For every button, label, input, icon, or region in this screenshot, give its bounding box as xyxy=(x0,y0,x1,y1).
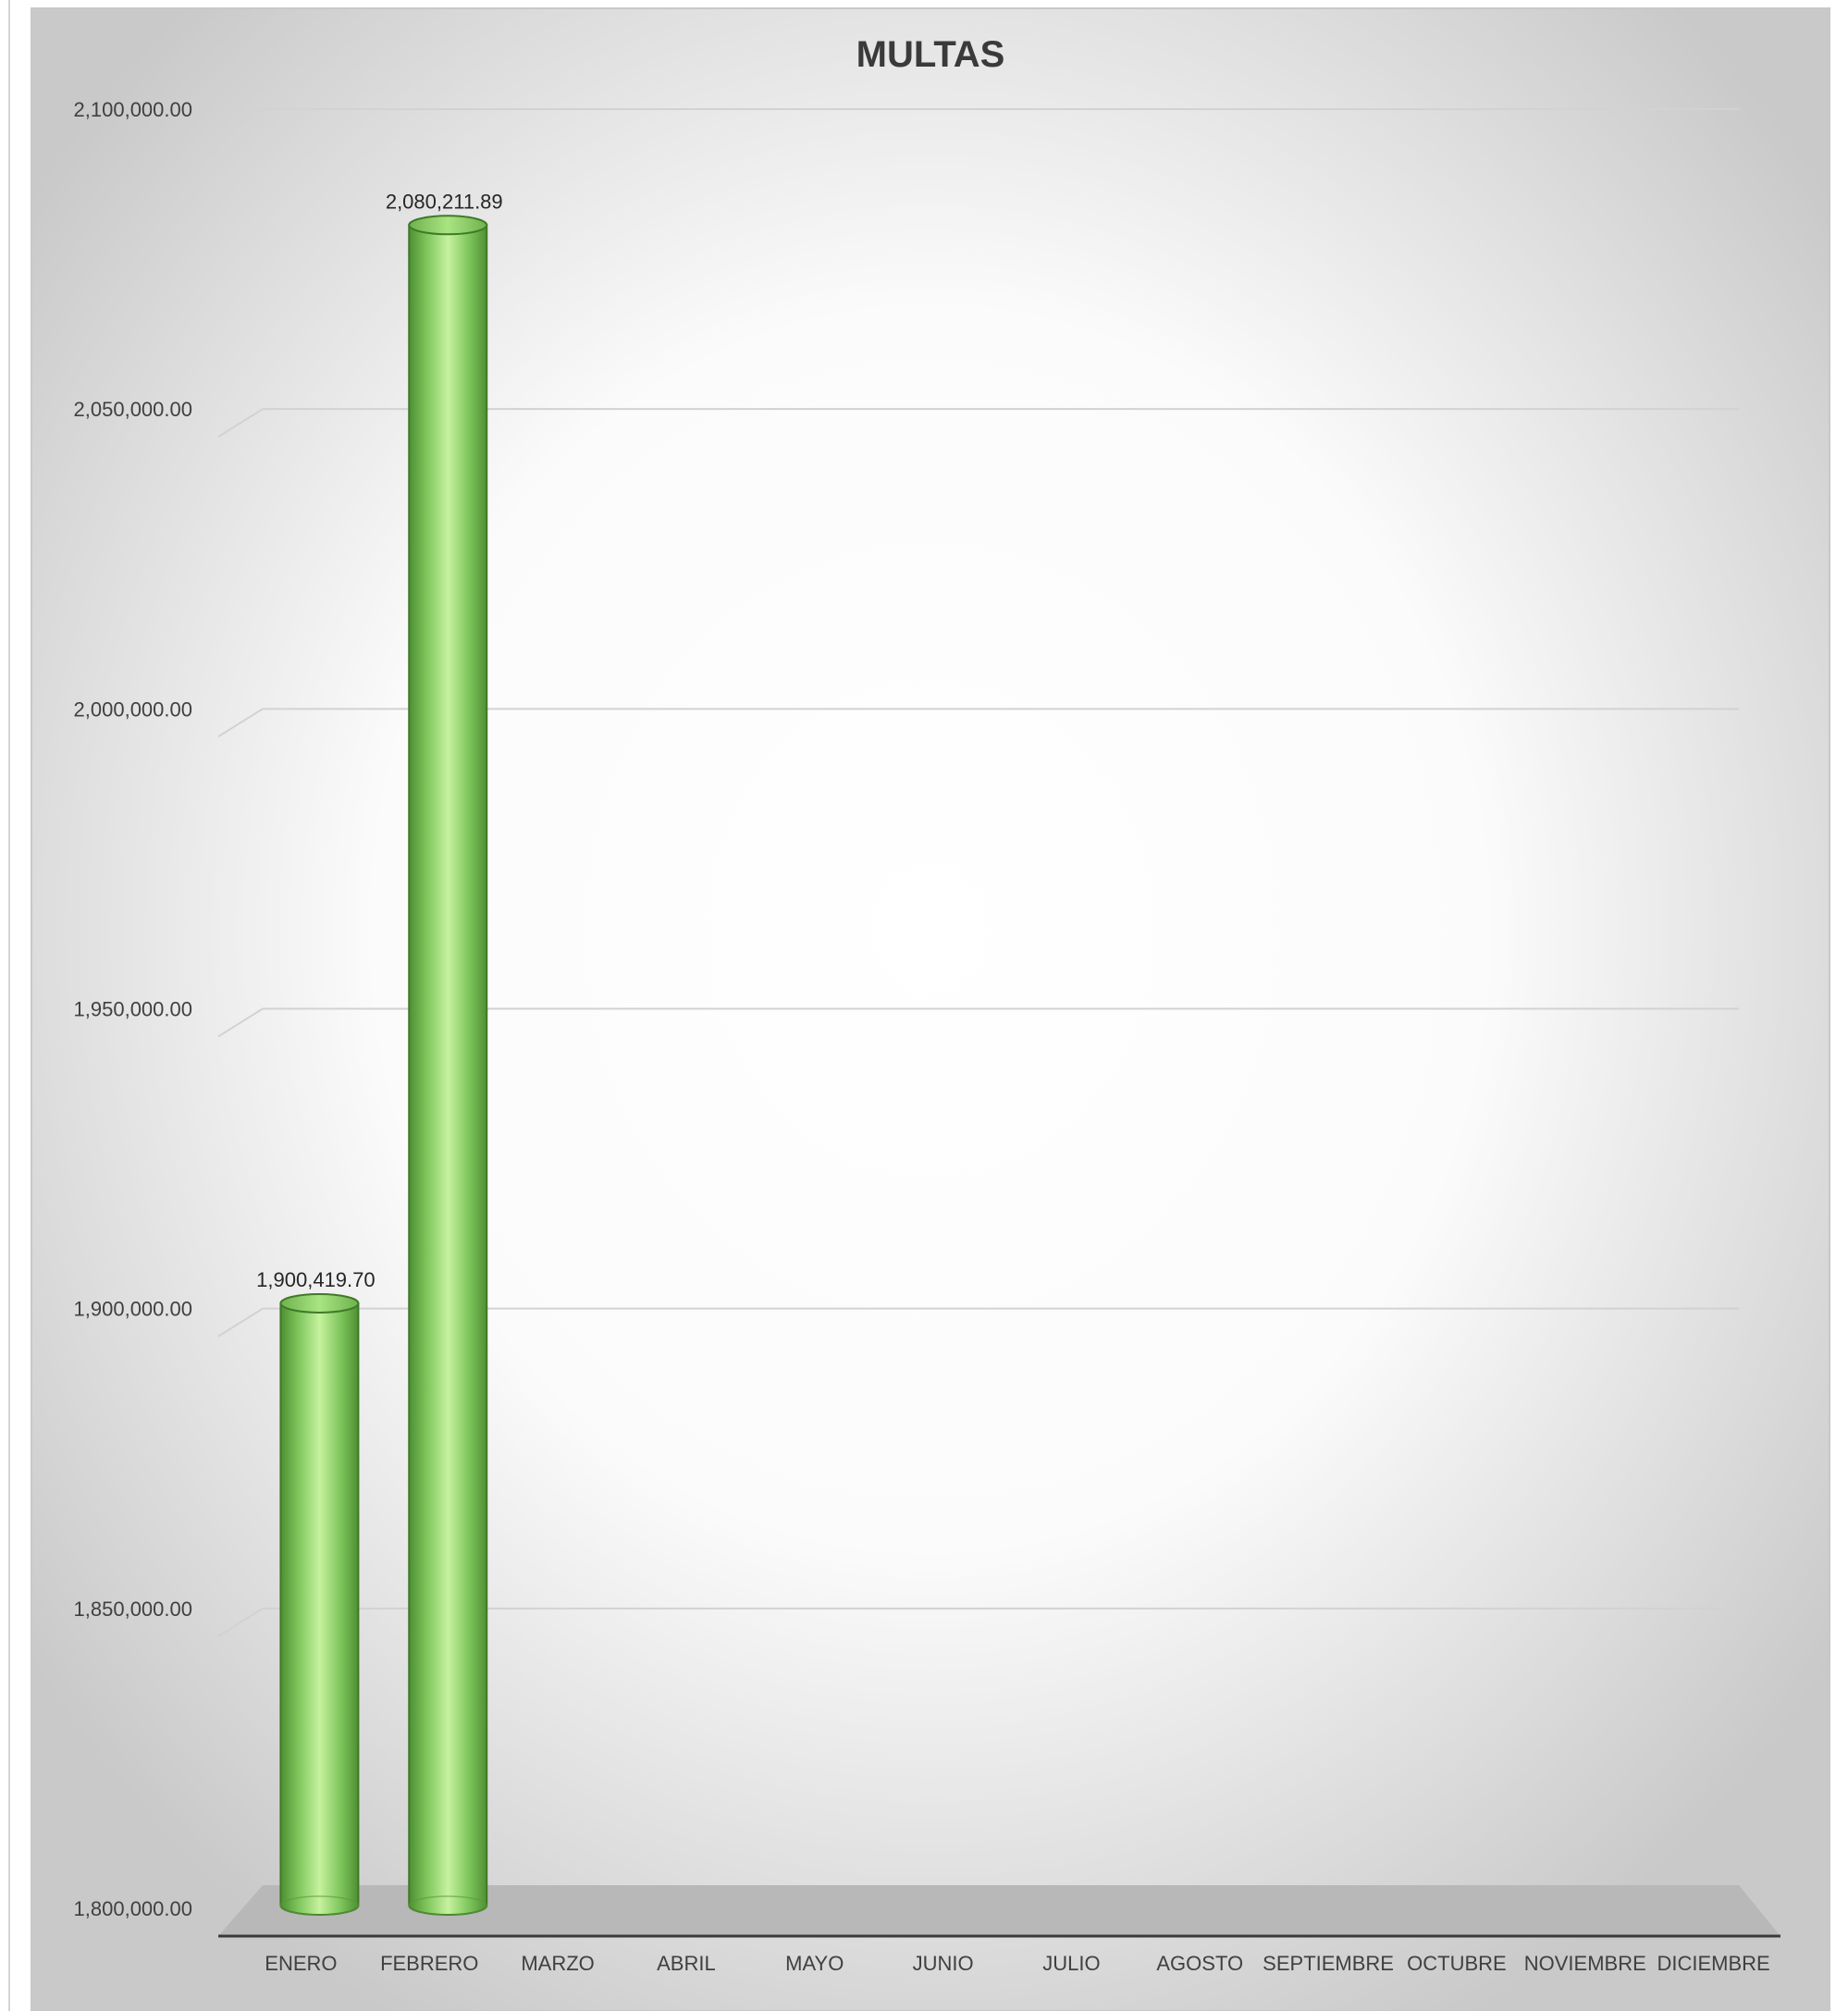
chart-floor xyxy=(218,1885,1780,1938)
data-label: 2,080,211.89 xyxy=(386,190,503,213)
bar xyxy=(408,215,488,1916)
data-labels: 1,900,419.70 2,080,211.89 xyxy=(256,190,502,1291)
y-tick-label: 2,050,000.00 xyxy=(74,398,192,421)
gridline xyxy=(217,1607,1739,1637)
x-tick-label: FEBRERO xyxy=(380,1952,478,1975)
x-tick-label: MARZO xyxy=(521,1952,594,1975)
y-tick-label: 1,950,000.00 xyxy=(74,998,192,1021)
x-tick-label: ENERO xyxy=(265,1952,337,1975)
gridline xyxy=(217,1307,1739,1338)
y-tick-label: 1,900,000.00 xyxy=(74,1298,192,1321)
chart-title: MULTAS xyxy=(856,34,1005,75)
gridlines xyxy=(217,108,1739,1637)
y-tick-label: 1,800,000.00 xyxy=(74,1897,192,1920)
gridline xyxy=(217,1007,1739,1038)
x-tick-label: AGOSTO xyxy=(1156,1952,1243,1975)
y-tick-label: 2,000,000.00 xyxy=(74,697,192,721)
x-tick-label: JUNIO xyxy=(913,1952,974,1975)
x-tick-label: OCTUBRE xyxy=(1407,1952,1507,1975)
x-tick-label: MAYO xyxy=(785,1952,844,1975)
bar xyxy=(279,1292,360,1916)
gridline xyxy=(217,408,1739,438)
x-tick-label: JULIO xyxy=(1042,1952,1100,1975)
y-axis-tick-labels: 1,800,000.00 1,850,000.00 1,900,000.00 1,95… xyxy=(74,98,192,1920)
data-label: 1,900,419.70 xyxy=(256,1268,375,1291)
gridline xyxy=(217,708,1739,738)
x-tick-label: ABRIL xyxy=(657,1952,716,1975)
floor-plane xyxy=(218,1885,1780,1936)
x-axis-tick-labels: ENERO FEBRERO MARZO ABRIL MAYO JUNIO JULIO AGOS… xyxy=(265,1952,1769,1975)
x-tick-label: SEPTIEMBRE xyxy=(1263,1952,1394,1975)
x-tick-label: DICIEMBRE xyxy=(1657,1952,1769,1975)
bars xyxy=(279,215,488,1916)
y-tick-label: 2,100,000.00 xyxy=(74,98,192,121)
x-tick-label: NOVIEMBRE xyxy=(1524,1952,1646,1975)
y-tick-label: 1,850,000.00 xyxy=(74,1598,192,1621)
gridline xyxy=(217,108,1739,138)
